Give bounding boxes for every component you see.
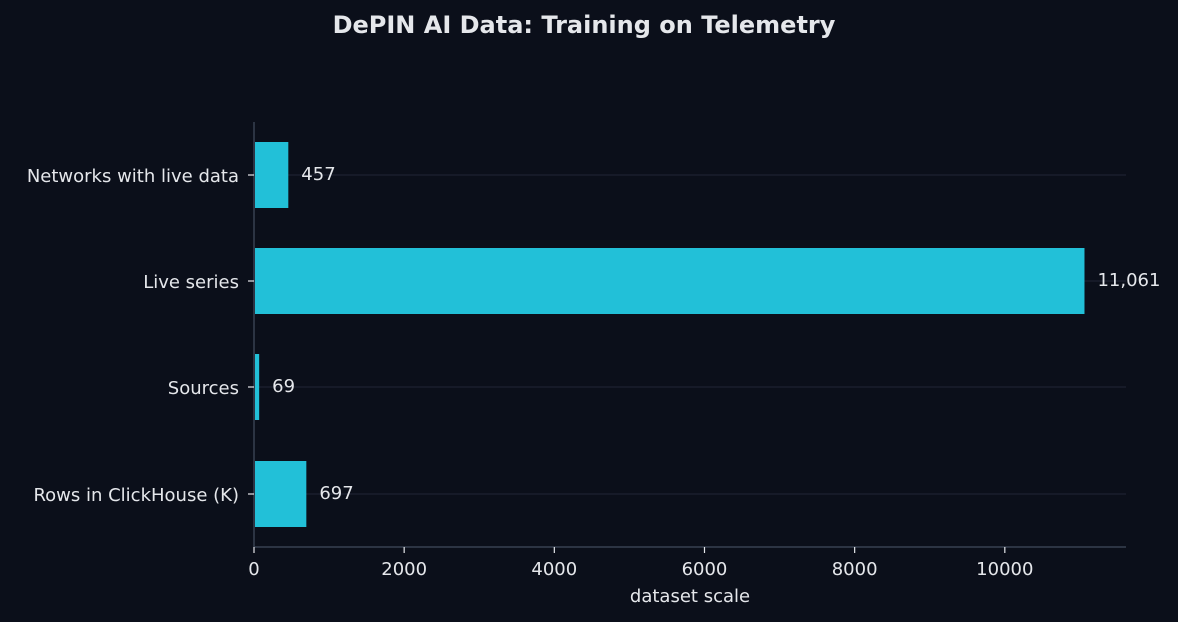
- category-label: Sources: [168, 378, 239, 399]
- category-label: Rows in ClickHouse (K): [33, 485, 239, 506]
- bar: [255, 142, 289, 208]
- x-tick-label: 8000: [832, 559, 878, 580]
- axes: [248, 122, 1126, 553]
- data-label: 457: [301, 164, 335, 185]
- data-label: 697: [319, 483, 353, 504]
- x-axis-label: dataset scale: [630, 586, 750, 607]
- bars: [255, 142, 1085, 527]
- x-tick-label: 10000: [976, 559, 1033, 580]
- category-label: Live series: [143, 272, 239, 293]
- category-label: Networks with live data: [27, 166, 239, 187]
- data-label: 11,061: [1097, 270, 1160, 291]
- bar: [255, 248, 1085, 314]
- x-tick-label: 2000: [381, 559, 427, 580]
- bar: [255, 354, 260, 420]
- x-tick-label: 4000: [531, 559, 577, 580]
- x-tick-label: 6000: [682, 559, 728, 580]
- bar: [255, 461, 307, 527]
- chart-title: DePIN AI Data: Training on Telemetry: [333, 11, 836, 39]
- data-label: 69: [272, 376, 295, 397]
- x-tick-label: 0: [248, 559, 259, 580]
- labels: 0 2000 4000 6000 8000 10000 Networks with live…: [27, 164, 1161, 580]
